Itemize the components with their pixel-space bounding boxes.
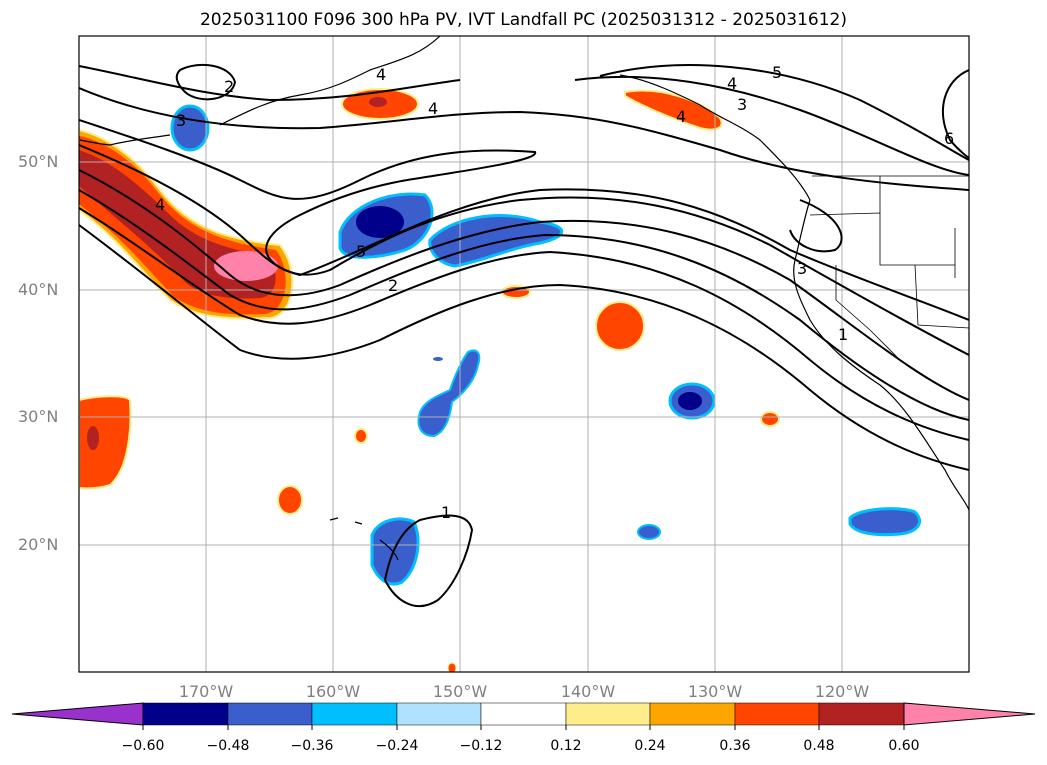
- contour-label: 4: [376, 65, 386, 84]
- contour-label: 3: [797, 259, 807, 278]
- colorbar-bin: [142, 702, 229, 726]
- lon-label-150w: 150°W: [432, 682, 488, 701]
- map-frame: [78, 35, 970, 673]
- colorbar: [11, 702, 1036, 730]
- lon-label-170w: 170°W: [178, 682, 234, 701]
- colorbar-bin: [734, 702, 820, 726]
- contour-label: 1: [838, 325, 848, 344]
- colorbar-bin: [565, 702, 651, 726]
- lon-label-160w: 160°W: [305, 682, 361, 701]
- contour-label: 3: [176, 111, 186, 130]
- lat-label-40n: 40°N: [18, 280, 59, 299]
- contour-label: 5: [356, 242, 366, 261]
- colorbar-bin: [311, 702, 398, 726]
- colorbar-tick-label: −0.60: [121, 738, 165, 754]
- contour-label: 5: [772, 63, 782, 82]
- contour-label: 4: [155, 195, 165, 214]
- colorbar-tick-label: 0.60: [888, 738, 920, 754]
- colorbar-bin: [227, 702, 313, 726]
- coastlines: [79, 36, 969, 561]
- graticule: [79, 36, 969, 672]
- contour-label: 3: [737, 95, 747, 114]
- hawaii-islands: [329, 517, 399, 561]
- colorbar-tick-label: 0.12: [550, 738, 582, 754]
- political-borders: [809, 175, 969, 361]
- contour-label: 4: [727, 74, 737, 93]
- peak-positive-core: [214, 251, 278, 281]
- alaska-coast: [219, 36, 441, 126]
- contour-labels: 2 4 3 4 4 5 4 3 6 4 3 2 1 1 5: [155, 63, 954, 522]
- north-america-west-coast: [793, 199, 969, 511]
- contour-label: 6: [944, 129, 954, 148]
- contour-label: 2: [388, 276, 398, 295]
- colorbar-bin: [649, 702, 736, 726]
- contour-label: 2: [224, 77, 234, 96]
- colorbar-tick-label: 0.24: [634, 738, 666, 754]
- colorbar-low-extend: [11, 702, 144, 726]
- contour-label: 4: [676, 107, 686, 126]
- pv-contours: [79, 63, 969, 607]
- colorbar-tick-label: −0.12: [459, 738, 503, 754]
- colorbar-bin: [480, 702, 567, 726]
- colorbar-tick-label: −0.48: [206, 738, 250, 754]
- alaska-panhandle-coast: [619, 74, 811, 201]
- lat-label-30n: 30°N: [18, 407, 59, 426]
- colorbar-tick-label: 0.48: [803, 738, 835, 754]
- colorbar-tick-label: −0.36: [290, 738, 334, 754]
- colorbar-tick-label: −0.24: [375, 738, 419, 754]
- contour-label: 1: [441, 503, 451, 522]
- pc-shading: [79, 88, 921, 672]
- lat-label-50n: 50°N: [18, 152, 59, 171]
- colorbar-high-extend: [903, 702, 1036, 726]
- lat-label-20n: 20°N: [18, 535, 59, 554]
- lon-label-120w: 120°W: [814, 682, 870, 701]
- colorbar-bin: [396, 702, 482, 726]
- colorbar-bin: [818, 702, 905, 726]
- lon-label-140w: 140°W: [560, 682, 616, 701]
- contour-label: 4: [428, 99, 438, 118]
- colorbar-tick-label: 0.36: [719, 738, 751, 754]
- lon-label-130w: 130°W: [687, 682, 743, 701]
- map-title: 2025031100 F096 300 hPa PV, IVT Landfall…: [199, 10, 847, 30]
